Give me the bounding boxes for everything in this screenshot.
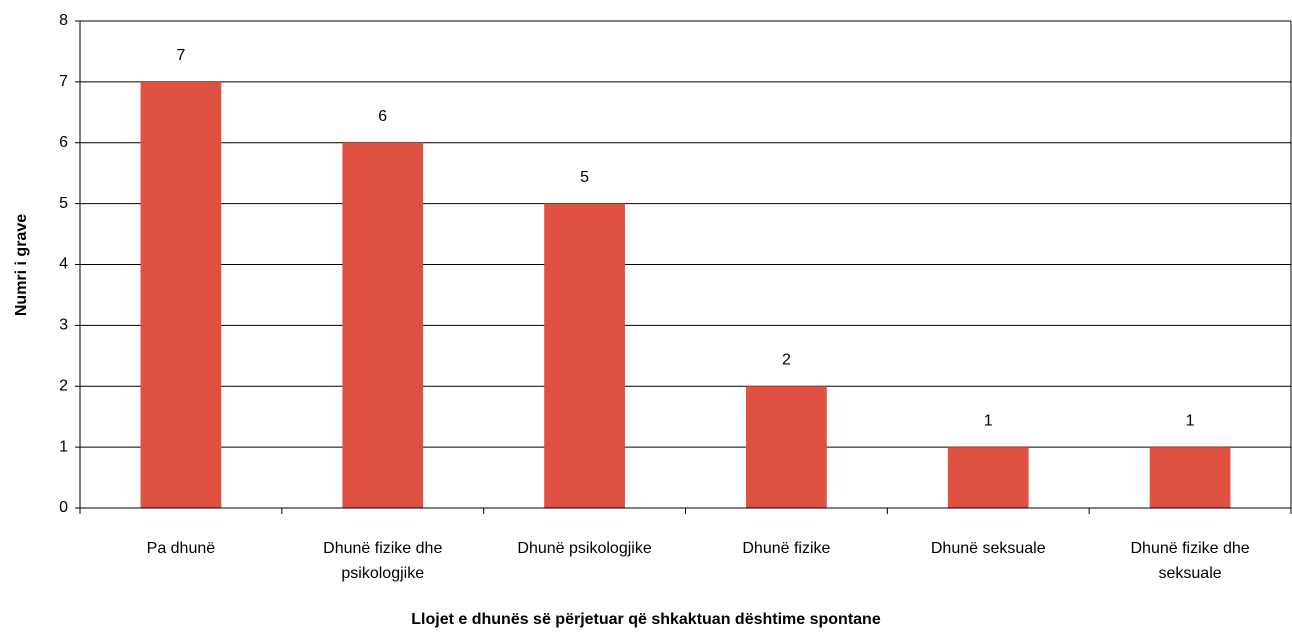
y-tick-label: 6 [59, 134, 68, 151]
data-label: 5 [580, 169, 589, 186]
y-tick-label: 3 [59, 317, 68, 334]
y-tick-label: 1 [59, 438, 68, 455]
y-axis-label: Numri i grave [13, 214, 30, 316]
x-tick-label: Dhunë fizike dhe seksuale [1130, 540, 1250, 582]
x-tick-label: Pa dhunë [146, 540, 216, 557]
y-tick-label: 7 [59, 73, 68, 90]
data-label: 1 [984, 412, 993, 429]
x-tick-label: Dhunë fizike dhe psikologjike [323, 540, 443, 582]
bar [1149, 447, 1231, 508]
data-label: 1 [1186, 412, 1195, 429]
y-tick-label: 5 [59, 195, 68, 212]
y-tick-label: 0 [59, 499, 68, 516]
data-label: 7 [176, 47, 185, 64]
x-axis-label: Llojet e dhunës së përjetuar që shkaktua… [411, 611, 881, 628]
y-tick-label: 4 [59, 256, 68, 273]
y-tick-label: 2 [59, 377, 68, 394]
bar [947, 447, 1029, 508]
x-tick-label: Dhunë fizike [742, 540, 831, 557]
data-label: 2 [782, 351, 791, 368]
bar [544, 203, 625, 508]
bar [342, 142, 424, 508]
bar [140, 81, 222, 508]
x-tick-label: Dhunë seksuale [930, 540, 1046, 557]
x-tick-label: Dhunë psikologjike [517, 540, 652, 557]
bar [746, 386, 827, 508]
y-tick-label: 8 [59, 12, 68, 29]
data-label: 6 [378, 108, 387, 125]
